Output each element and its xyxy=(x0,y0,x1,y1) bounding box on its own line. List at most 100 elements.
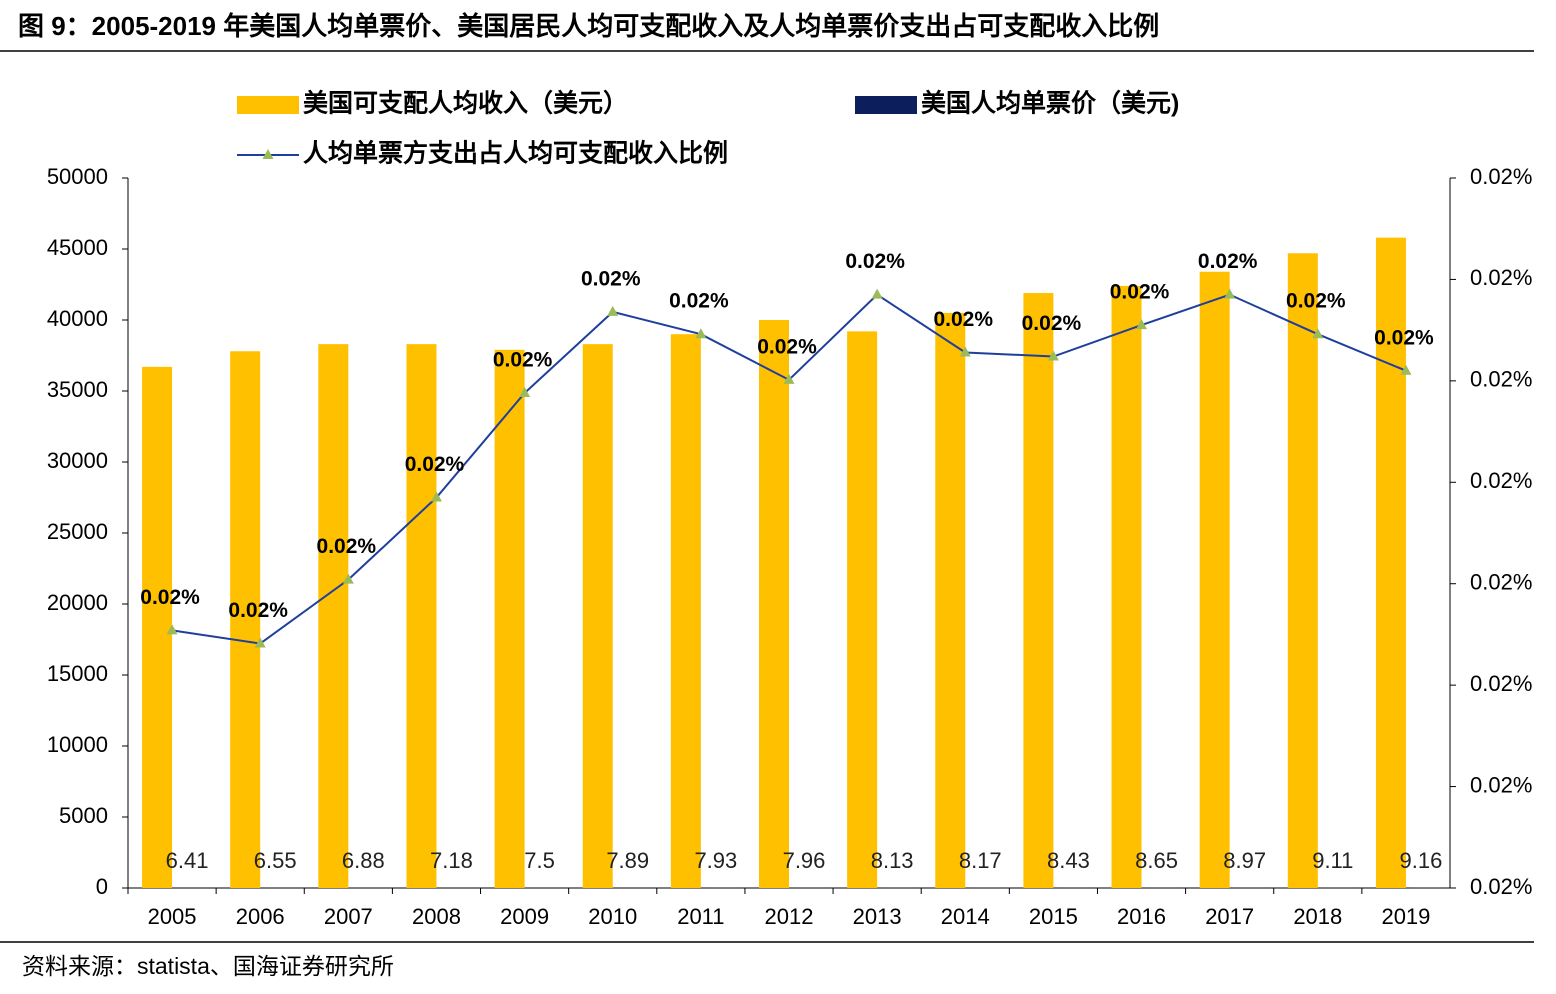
y-tick-label: 15000 xyxy=(47,661,108,686)
legend-swatch xyxy=(855,96,917,114)
line-marker xyxy=(166,624,178,635)
price-label: 8.17 xyxy=(959,848,1002,873)
line-marker xyxy=(519,387,531,398)
bar xyxy=(1375,237,1406,888)
line-marker xyxy=(959,346,971,357)
legend-marker xyxy=(262,149,274,159)
line-marker xyxy=(430,491,442,502)
price-label: 6.88 xyxy=(342,848,385,873)
value-label: 0.02% xyxy=(228,599,288,622)
x-tick-label: 2013 xyxy=(853,904,902,929)
x-tick-label: 2010 xyxy=(588,904,637,929)
price-label: 8.43 xyxy=(1047,848,1090,873)
value-label: 0.02% xyxy=(845,250,905,273)
line-marker xyxy=(1224,288,1236,299)
bar xyxy=(759,320,789,888)
x-tick-label: 2005 xyxy=(148,904,197,929)
bar xyxy=(1111,285,1142,888)
line-marker xyxy=(607,305,619,316)
price-label: 7.89 xyxy=(606,848,649,873)
bar xyxy=(230,351,261,888)
value-label: 0.02% xyxy=(405,453,465,476)
x-tick-label: 2015 xyxy=(1029,904,1078,929)
bar xyxy=(935,312,966,888)
y-tick-label: 40000 xyxy=(47,306,108,331)
x-tick-label: 2017 xyxy=(1205,904,1254,929)
y-tick-label: 50000 xyxy=(47,164,108,189)
price-label: 7.96 xyxy=(783,848,826,873)
line-marker xyxy=(254,637,266,648)
value-label: 0.02% xyxy=(1110,281,1170,304)
price-label: 6.55 xyxy=(254,848,297,873)
y2-tick-label: 0.02% xyxy=(1470,468,1532,493)
price-label: 7.93 xyxy=(694,848,737,873)
price-label: 7.5 xyxy=(524,848,555,873)
x-tick-label: 2006 xyxy=(236,904,285,929)
x-tick-label: 2012 xyxy=(765,904,814,929)
x-tick-label: 2008 xyxy=(412,904,461,929)
bar xyxy=(1199,271,1230,889)
y-tick-label: 10000 xyxy=(47,732,108,757)
x-tick-label: 2016 xyxy=(1117,904,1166,929)
y2-tick-label: 0.02% xyxy=(1470,671,1532,696)
price-label: 9.16 xyxy=(1400,848,1443,873)
line-marker xyxy=(342,573,354,584)
x-tick-label: 2019 xyxy=(1381,904,1430,929)
y-tick-label: 35000 xyxy=(47,377,108,402)
legend-label: 美国人均单票价（美元) xyxy=(921,89,1179,118)
x-tick-label: 2018 xyxy=(1293,904,1342,929)
y-tick-label: 20000 xyxy=(47,590,108,615)
price-label: 8.65 xyxy=(1135,848,1178,873)
line-marker xyxy=(1400,364,1412,375)
value-label: 0.02% xyxy=(1286,290,1346,313)
value-label: 0.02% xyxy=(669,290,729,313)
bar xyxy=(494,349,525,888)
line-marker xyxy=(783,373,795,384)
x-tick-label: 2011 xyxy=(677,904,724,929)
source-note: 资料来源：statista、国海证券研究所 xyxy=(22,953,394,979)
bar xyxy=(1023,293,1054,888)
value-label: 0.02% xyxy=(140,586,200,609)
y-tick-label: 45000 xyxy=(47,235,108,260)
y-tick-label: 30000 xyxy=(47,448,108,473)
value-label: 0.02% xyxy=(1022,312,1082,335)
bar xyxy=(582,344,613,888)
bar xyxy=(142,366,173,888)
legend-swatch xyxy=(237,96,299,114)
legend-label: 美国可支配人均收入（美元） xyxy=(303,89,628,118)
y2-tick-label: 0.02% xyxy=(1470,367,1532,392)
x-tick-label: 2007 xyxy=(324,904,373,929)
y-tick-label: 0 xyxy=(96,874,108,899)
y-tick-label: 25000 xyxy=(47,519,108,544)
y-tick-label: 5000 xyxy=(59,803,108,828)
value-label: 0.02% xyxy=(1374,326,1434,349)
x-tick-label: 2014 xyxy=(941,904,990,929)
value-label: 0.02% xyxy=(933,308,993,331)
y2-tick-label: 0.02% xyxy=(1470,164,1532,189)
bar xyxy=(318,344,349,888)
value-label: 0.02% xyxy=(493,349,553,372)
line-marker xyxy=(695,328,707,339)
value-label: 0.02% xyxy=(1198,250,1258,273)
y2-tick-label: 0.02% xyxy=(1470,265,1532,290)
price-label: 6.41 xyxy=(166,848,209,873)
x-tick-label: 2009 xyxy=(500,904,549,929)
bar xyxy=(847,331,878,888)
y2-tick-label: 0.02% xyxy=(1470,570,1532,595)
bar xyxy=(1287,253,1318,888)
line-marker xyxy=(871,288,883,299)
y2-tick-label: 0.02% xyxy=(1470,772,1532,797)
price-label: 8.13 xyxy=(871,848,914,873)
value-label: 0.02% xyxy=(581,267,641,290)
bar xyxy=(670,334,701,888)
value-label: 0.02% xyxy=(757,335,817,358)
price-label: 7.18 xyxy=(430,848,473,873)
line-marker xyxy=(1047,350,1059,361)
price-label: 8.97 xyxy=(1223,848,1266,873)
value-label: 0.02% xyxy=(317,535,377,558)
bar xyxy=(406,344,437,888)
line-marker xyxy=(1136,319,1148,330)
line-marker xyxy=(1312,328,1324,339)
legend-label: 人均单票方支出占人均可支配收入比例 xyxy=(303,139,728,168)
